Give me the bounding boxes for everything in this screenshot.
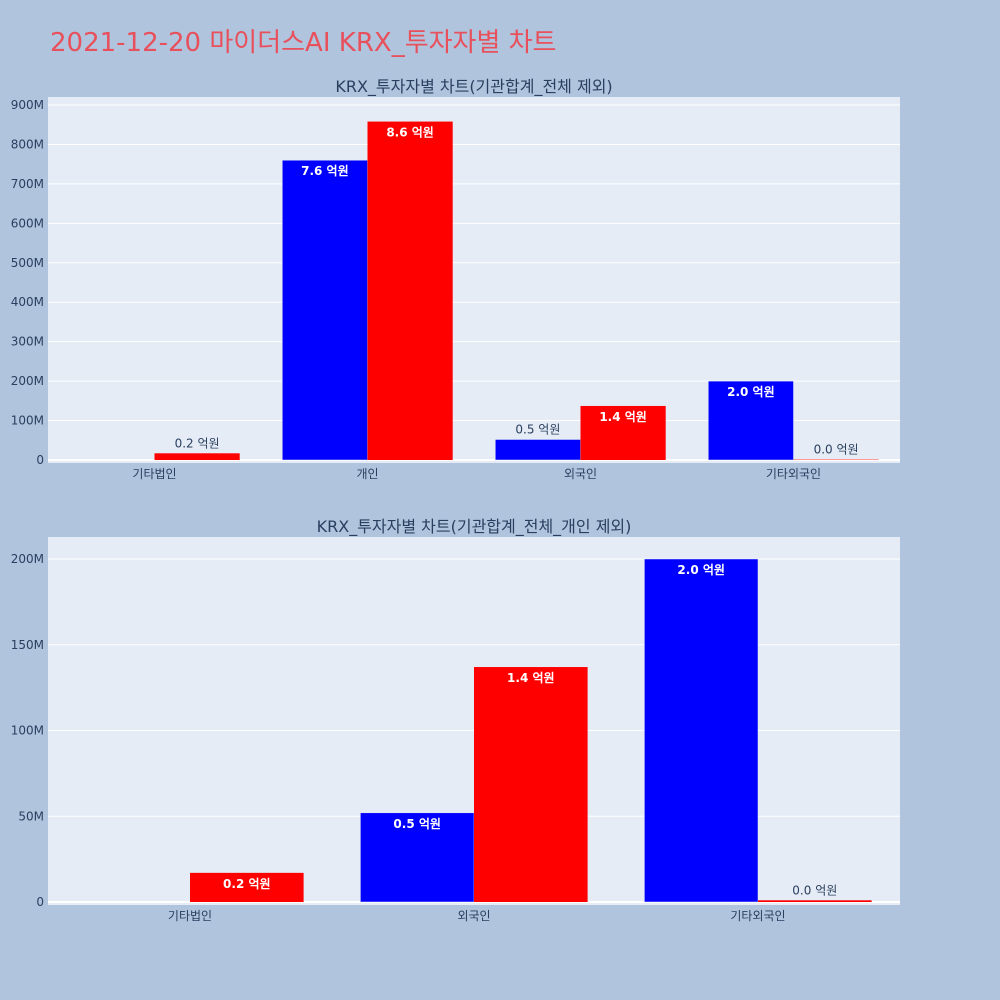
y-tick-label: 800M [11,137,44,151]
data-label: 0.2 억원 [175,436,220,450]
page-title: 2021-12-20 마이더스AI KRX_투자자별 차트 [50,28,557,58]
bar [580,405,666,460]
data-label: 0.5 억원 [515,422,560,436]
x-tick-label: 기타외국인 [766,467,821,481]
y-tick-label: 100M [11,724,44,738]
x-tick-label: 개인 [356,467,378,481]
y-tick-label: 700M [11,177,44,191]
y-tick-label: 400M [11,295,44,309]
x-tick-label: 기타법인 [168,909,212,923]
data-label: 8.6 억원 [386,126,434,140]
bar [708,380,794,461]
bar [360,812,475,903]
bar [282,159,368,461]
bar [190,872,304,902]
y-tick-label: 500M [11,256,44,270]
x-tick-label: 외국인 [564,467,597,481]
data-label: 0.5 억원 [393,817,441,831]
y-tick-label: 0 [36,895,44,909]
chart-title: KRX_투자자별 차트(기관합계_전체_개인 제외) [317,517,632,537]
data-label: 0.2 억원 [223,877,271,891]
y-tick-label: 200M [11,374,44,388]
y-tick-label: 150M [11,638,44,652]
chart-2: KRX_투자자별 차트(기관합계_전체_개인 제외) 0 50M 100M 150M 20… [11,517,900,923]
bar [367,121,453,461]
y-tick-label: 900M [11,98,44,112]
y-tick-label: 600M [11,216,44,230]
y-tick-label: 0 [36,453,44,467]
y-tick-label: 200M [11,552,44,566]
x-tick-label: 기타법인 [132,467,176,481]
chart-title: KRX_투자자별 차트(기관합계_전체 제외) [335,77,612,97]
y-tick-label: 100M [11,414,44,428]
bar [154,453,240,460]
data-label: 0.0 억원 [792,883,837,897]
bar [758,900,872,902]
bar [644,558,759,903]
y-tick-label: 50M [18,809,44,823]
x-tick-label: 기타외국인 [730,909,785,923]
data-label: 7.6 억원 [301,164,349,178]
chart-1: KRX_투자자별 차트(기관합계_전체 제외) 0 100M 200M 300M 400M… [11,77,900,481]
bar [495,439,581,461]
data-label: 2.0 억원 [727,385,775,399]
bar [474,667,588,902]
data-label: 1.4 억원 [507,671,555,685]
data-label: 2.0 억원 [677,563,725,577]
data-label: 1.4 억원 [599,410,647,424]
data-label: 0.0 억원 [814,443,859,457]
x-tick-label: 외국인 [457,909,490,923]
y-tick-label: 300M [11,335,44,349]
